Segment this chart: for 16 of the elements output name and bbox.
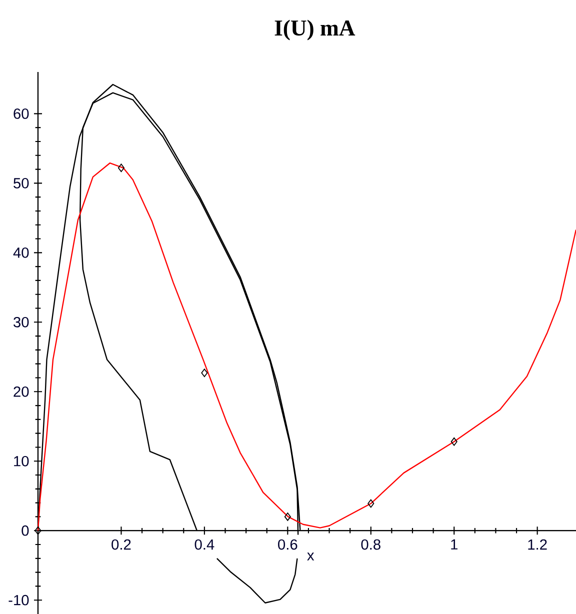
y-tick-label: 50: [14, 178, 29, 188]
y-tick-label: 30: [14, 316, 29, 328]
x-tick-label: 1: [451, 539, 458, 550]
x-tick-label: 1.2: [528, 539, 547, 550]
x-tick-label: 0.8: [361, 539, 380, 550]
chart-title: I(U) mA: [274, 20, 356, 40]
y-tick-label: 10: [14, 456, 29, 466]
x-tick-label: 0.6: [278, 539, 298, 550]
y-tick-label: -10: [8, 594, 29, 606]
x-tick-label: 0.2: [112, 539, 131, 550]
y-tick-label: 20: [14, 386, 29, 397]
x-axis-title: x: [307, 552, 314, 560]
y-tick-label: 0: [22, 525, 29, 536]
y-tick-label: 60: [14, 108, 29, 119]
x-tick-label: 0.4: [194, 539, 214, 550]
y-tick-label: 40: [13, 247, 29, 258]
